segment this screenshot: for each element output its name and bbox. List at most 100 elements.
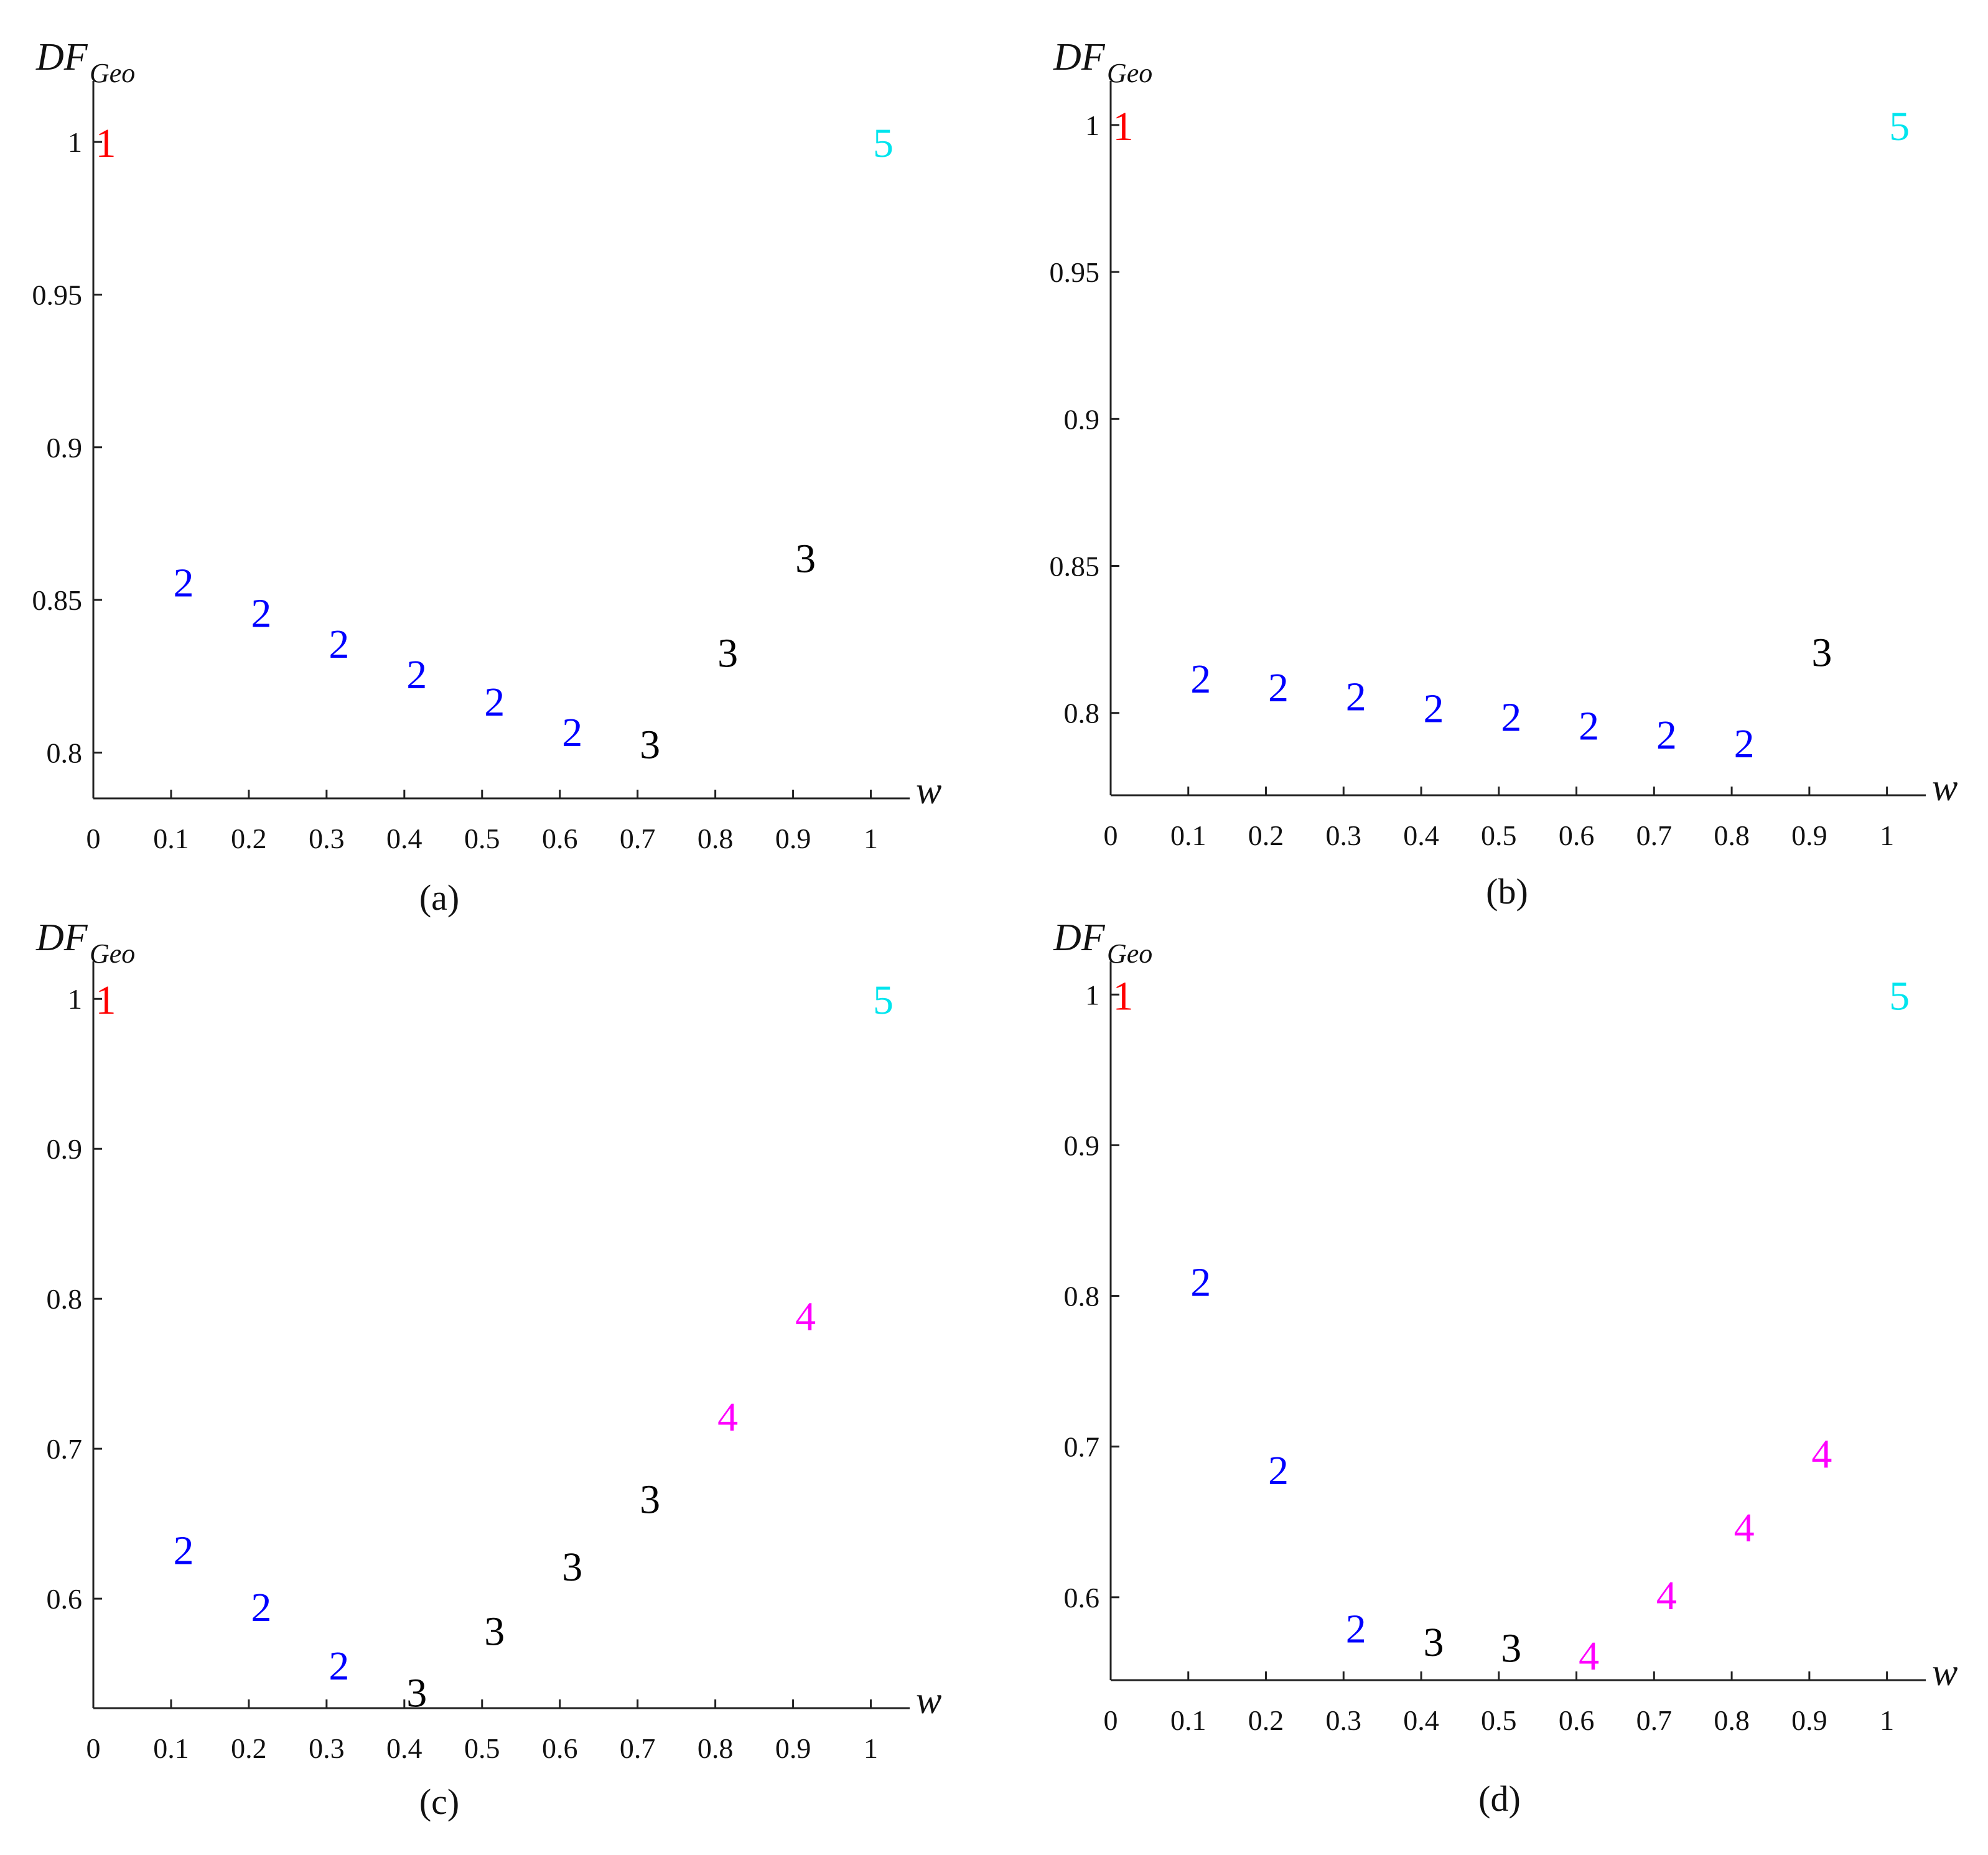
data-point: 4 — [795, 1294, 816, 1340]
y-tick-label: 1 — [68, 126, 82, 158]
data-point: 2 — [562, 710, 582, 755]
x-tick-label: 0.7 — [1636, 820, 1673, 851]
x-tick-label: 0.5 — [464, 1732, 500, 1764]
x-tick-label: 0.9 — [1791, 1704, 1827, 1736]
x-tick-label: 0 — [86, 823, 101, 854]
panel-caption: (a) — [419, 877, 459, 918]
y-axis-label-subscript: Geo — [90, 938, 135, 969]
data-point: 2 — [251, 1585, 271, 1630]
y-tick-label: 1 — [1085, 110, 1099, 141]
y-axis-label: DF — [35, 36, 88, 78]
y-tick-label: 0.7 — [47, 1433, 83, 1465]
data-point: 2 — [251, 591, 271, 637]
x-tick-label: 0.6 — [1559, 820, 1595, 851]
data-point: 3 — [562, 1544, 582, 1590]
x-tick-label: 0.6 — [542, 1732, 578, 1764]
x-axis-label: w — [1932, 1652, 1958, 1694]
panel-caption: (d) — [1478, 1778, 1521, 1819]
data-point: 1 — [1113, 104, 1134, 149]
y-axis-label-subscript: Geo — [90, 58, 135, 88]
x-tick-label: 1 — [1880, 820, 1894, 851]
data-point: 2 — [173, 561, 194, 606]
x-tick-label: 0.5 — [1481, 820, 1517, 851]
y-tick-label: 0.95 — [1050, 256, 1100, 288]
data-point: 3 — [484, 1609, 505, 1655]
y-tick-label: 0.7 — [1064, 1431, 1100, 1463]
y-tick-label: 0.85 — [1050, 551, 1100, 582]
y-tick-label: 0.95 — [32, 279, 83, 311]
y-axis-label: DF — [1053, 917, 1106, 959]
data-point: 1 — [96, 121, 116, 166]
data-point: 3 — [640, 722, 660, 768]
y-tick-label: 0.8 — [47, 1283, 83, 1315]
x-tick-label: 0.7 — [1636, 1704, 1673, 1736]
data-point: 3 — [717, 630, 738, 676]
data-point: 3 — [1501, 1626, 1521, 1671]
x-tick-label: 0.6 — [542, 823, 578, 854]
y-axis-label: DF — [35, 917, 88, 959]
data-point: 2 — [1579, 704, 1599, 749]
x-tick-label: 0.8 — [698, 823, 734, 854]
x-tick-label: 0.2 — [231, 1732, 267, 1764]
y-axis-label-subscript: Geo — [1107, 938, 1152, 969]
data-point: 2 — [1656, 713, 1677, 758]
y-tick-label: 0.9 — [47, 432, 83, 464]
y-tick-label: 1 — [68, 983, 82, 1015]
data-point: 2 — [406, 652, 427, 698]
data-point: 2 — [1501, 694, 1521, 740]
x-tick-label: 0.1 — [1170, 820, 1206, 851]
x-tick-label: 0.4 — [386, 1732, 422, 1764]
y-tick-label: 0.9 — [1064, 403, 1100, 435]
data-point: 1 — [1113, 973, 1134, 1019]
x-tick-label: 1 — [864, 1732, 878, 1764]
x-tick-label: 0.8 — [1714, 1704, 1750, 1736]
x-tick-label: 0.5 — [464, 823, 500, 854]
data-point: 4 — [1579, 1633, 1599, 1679]
x-tick-label: 0.2 — [1248, 1704, 1284, 1736]
x-tick-label: 0.4 — [1403, 820, 1439, 851]
data-point: 2 — [173, 1528, 194, 1574]
data-point: 3 — [1811, 630, 1832, 676]
data-point: 4 — [1734, 1505, 1755, 1551]
y-tick-label: 0.6 — [1064, 1582, 1100, 1614]
data-point: 5 — [1889, 973, 1910, 1019]
x-tick-label: 0.7 — [620, 823, 656, 854]
y-tick-label: 0.8 — [1064, 1281, 1100, 1312]
x-axis-label: w — [916, 770, 941, 812]
panel-caption: (b) — [1486, 871, 1528, 912]
data-point: 3 — [795, 536, 816, 581]
x-tick-label: 1 — [1880, 1704, 1894, 1736]
data-point: 5 — [873, 978, 894, 1023]
data-point: 2 — [1346, 674, 1366, 719]
data-point: 1 — [96, 978, 116, 1023]
x-tick-label: 1 — [864, 823, 878, 854]
y-tick-label: 0.8 — [47, 737, 83, 769]
x-tick-label: 0.2 — [1248, 820, 1284, 851]
y-tick-label: 0.9 — [47, 1133, 83, 1165]
x-tick-label: 0.3 — [1326, 820, 1362, 851]
y-axis-label: DF — [1053, 36, 1106, 78]
x-tick-label: 0.1 — [153, 1732, 189, 1764]
data-point: 5 — [873, 121, 894, 166]
data-point: 2 — [329, 1643, 349, 1689]
data-point: 5 — [1889, 104, 1910, 149]
x-tick-label: 0.2 — [231, 823, 267, 854]
x-tick-label: 0.8 — [698, 1732, 734, 1764]
data-point: 4 — [1656, 1573, 1677, 1619]
y-tick-label: 0.6 — [47, 1583, 83, 1615]
data-point: 3 — [640, 1477, 660, 1523]
panel-d: 0 0.1 0.2 0.3 0.4 0.5 0.6 0.7 0.8 0.9 1 0.6 0.7 0.8 0.… — [1053, 917, 1958, 1819]
x-tick-label: 0.3 — [309, 823, 345, 854]
data-point: 2 — [1268, 1448, 1289, 1493]
data-point: 4 — [1811, 1431, 1832, 1477]
x-tick-label: 0.9 — [1791, 820, 1827, 851]
data-point: 2 — [1190, 1259, 1211, 1305]
x-tick-label: 0 — [1104, 820, 1118, 851]
y-tick-label: 0.85 — [32, 584, 83, 616]
y-tick-label: 0.9 — [1064, 1129, 1100, 1161]
x-tick-label: 0.9 — [775, 823, 811, 854]
x-tick-label: 0.7 — [620, 1732, 656, 1764]
data-point: 2 — [1346, 1606, 1366, 1652]
x-tick-label: 0.3 — [1326, 1704, 1362, 1736]
